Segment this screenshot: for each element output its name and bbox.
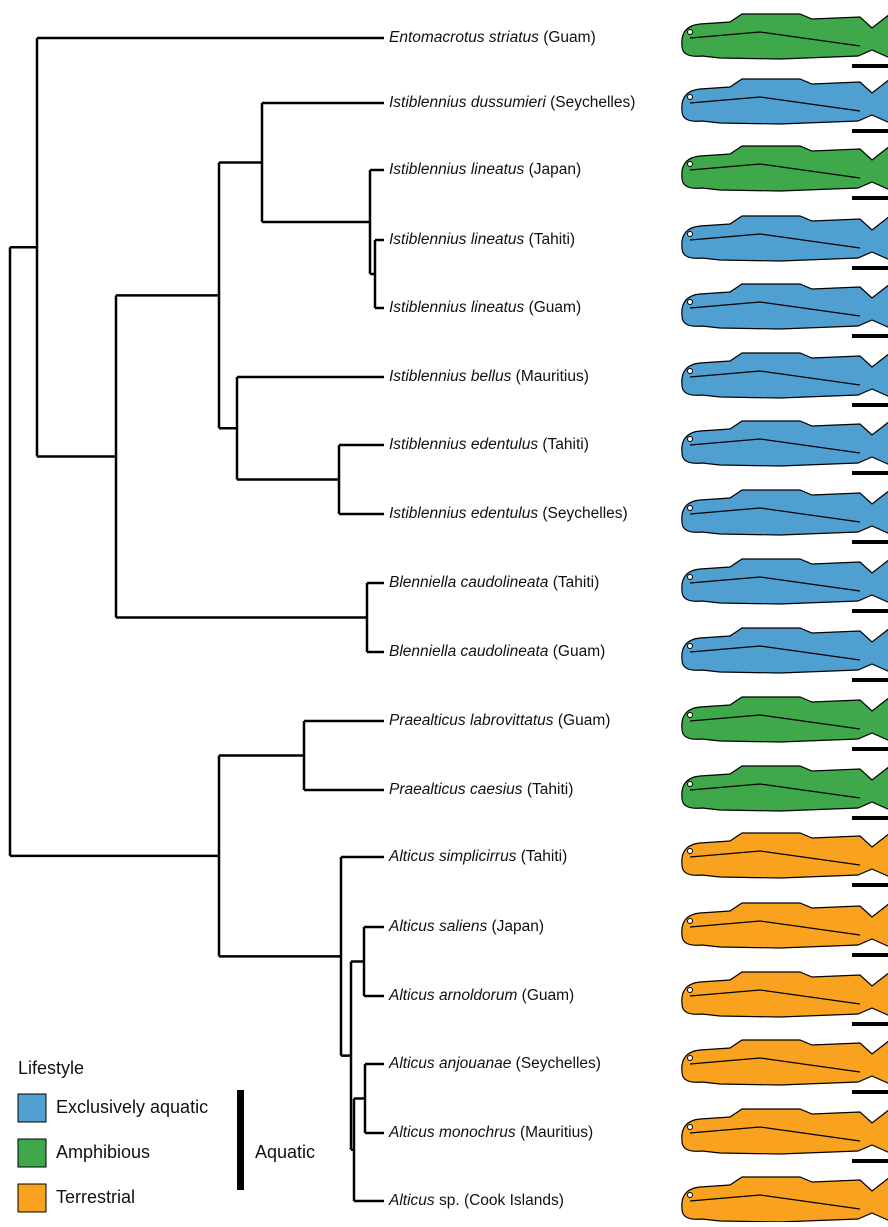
legend-title: Lifestyle	[18, 1058, 84, 1078]
taxon-locality: (Tahiti)	[548, 574, 599, 591]
taxon-name: Alticus simplicirrus	[388, 848, 517, 865]
fish-eye	[688, 506, 693, 511]
taxon-label: Istiblennius edentulus (Seychelles)	[389, 505, 628, 522]
taxon-label: Alticus monochrus (Mauritius)	[388, 1124, 593, 1141]
fish-eye	[688, 232, 693, 237]
taxon-label: Istiblennius bellus (Mauritius)	[389, 368, 589, 385]
taxon-label: Praealticus caesius (Tahiti)	[389, 781, 573, 798]
taxon-name: Blenniella caudolineata	[389, 574, 549, 591]
taxon-name: Blenniella caudolineata	[389, 643, 549, 660]
taxon-name: Istiblennius edentulus	[389, 436, 538, 453]
taxon-label: Alticus arnoldorum (Guam)	[388, 987, 574, 1004]
taxon-name: Alticus anjouanae	[388, 1055, 512, 1072]
taxon-name: Alticus arnoldorum	[388, 987, 517, 1004]
fish-eye	[688, 1193, 693, 1198]
taxon-label: Istiblennius lineatus (Tahiti)	[389, 231, 575, 248]
taxon-locality: (Tahiti)	[538, 436, 589, 453]
taxon-locality: (Mauritius)	[516, 1124, 594, 1141]
taxon-locality: (Seychelles)	[546, 94, 636, 111]
taxon-label: Alticus sp. (Cook Islands)	[388, 1192, 564, 1209]
phylogeny-figure: Entomacrotus striatus (Guam)Istiblennius…	[0, 0, 888, 1222]
taxon-locality: (Japan)	[524, 161, 581, 178]
taxon-locality: (Tahiti)	[524, 231, 575, 248]
fish-eye	[688, 988, 693, 993]
taxon-name: Istiblennius lineatus	[389, 161, 525, 178]
fish-eye	[688, 919, 693, 924]
taxon-locality: (Guam)	[548, 643, 605, 660]
swatch	[18, 1094, 46, 1122]
taxon-label: Alticus saliens (Japan)	[388, 918, 544, 935]
taxon-locality: (Guam)	[539, 29, 596, 46]
taxon-name: Alticus monochrus	[388, 1124, 516, 1141]
legend-item: Amphibious	[56, 1142, 150, 1162]
swatch	[18, 1139, 46, 1167]
fish-eye	[688, 162, 693, 167]
fish-eye	[688, 30, 693, 35]
taxon-locality: (Tahiti)	[523, 781, 574, 798]
taxon-name: Praealticus caesius	[389, 781, 523, 798]
fish-eye	[688, 575, 693, 580]
taxon-locality: (Seychelles)	[511, 1055, 601, 1072]
taxon-label: Alticus simplicirrus (Tahiti)	[388, 848, 567, 865]
taxon-label: Istiblennius dussumieri (Seychelles)	[389, 94, 635, 111]
taxon-label: Blenniella caudolineata (Guam)	[389, 643, 605, 660]
fish-eye	[688, 849, 693, 854]
swatch	[18, 1184, 46, 1212]
leaves: Entomacrotus striatus (Guam)Istiblennius…	[388, 14, 888, 1222]
taxon-name: Istiblennius lineatus	[389, 231, 525, 248]
fish-eye	[688, 95, 693, 100]
taxon-name: Praealticus labrovittatus	[389, 712, 554, 729]
group-bar	[237, 1090, 244, 1190]
taxon-locality: (Mauritius)	[511, 368, 589, 385]
taxon-label: Alticus anjouanae (Seychelles)	[388, 1055, 601, 1072]
taxon-locality: sp. (Cook Islands)	[435, 1192, 564, 1209]
fish-eye	[688, 1056, 693, 1061]
taxon-locality: (Seychelles)	[538, 505, 628, 522]
taxon-label: Praealticus labrovittatus (Guam)	[389, 712, 610, 729]
group-label: Aquatic	[255, 1142, 315, 1162]
taxon-name: Entomacrotus striatus	[389, 29, 539, 46]
legend-item: Terrestrial	[56, 1187, 135, 1207]
fish-eye	[688, 713, 693, 718]
taxon-label: Blenniella caudolineata (Tahiti)	[389, 574, 599, 591]
taxon-locality: (Guam)	[517, 987, 574, 1004]
taxon-label: Istiblennius lineatus (Japan)	[389, 161, 581, 178]
taxon-label: Istiblennius lineatus (Guam)	[389, 299, 581, 316]
taxon-locality: (Tahiti)	[516, 848, 567, 865]
taxon-locality: (Guam)	[524, 299, 581, 316]
taxon-locality: (Japan)	[487, 918, 544, 935]
fish-eye	[688, 437, 693, 442]
fish-eye	[688, 644, 693, 649]
fish-eye	[688, 369, 693, 374]
legend: Lifestyle Exclusively aquatic Amphibious…	[18, 1058, 315, 1212]
tree	[10, 38, 384, 1201]
taxon-label: Entomacrotus striatus (Guam)	[389, 29, 596, 46]
taxon-name: Istiblennius bellus	[389, 368, 512, 385]
taxon-name: Alticus saliens	[388, 918, 487, 935]
legend-item: Exclusively aquatic	[56, 1097, 208, 1117]
taxon-name: Istiblennius dussumieri	[389, 94, 546, 111]
taxon-name: Istiblennius lineatus	[389, 299, 525, 316]
taxon-name: Istiblennius edentulus	[389, 505, 538, 522]
taxon-locality: (Guam)	[554, 712, 611, 729]
taxon-name: Alticus	[388, 1192, 435, 1209]
taxon-label: Istiblennius edentulus (Tahiti)	[389, 436, 589, 453]
fish-eye	[688, 1125, 693, 1130]
fish-eye	[688, 300, 693, 305]
fish-eye	[688, 782, 693, 787]
